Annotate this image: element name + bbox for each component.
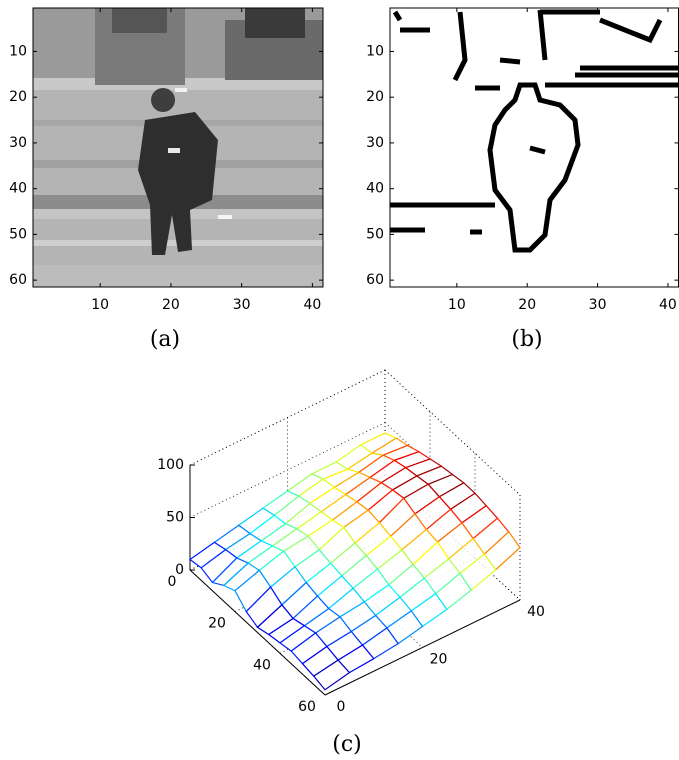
x-tick-label: 10: [91, 297, 109, 313]
y-tick-label: 50: [366, 226, 384, 242]
y-tick-label: 10: [9, 43, 27, 59]
x-tick-label: 20: [518, 297, 536, 313]
x-tick-label: 40: [303, 297, 321, 313]
y-tick-label: 20: [366, 89, 384, 105]
y-tick-label: 20: [208, 616, 226, 632]
x-tick-label: 20: [162, 297, 180, 313]
edge-image: [390, 10, 679, 250]
y-tick-label: 40: [253, 657, 271, 673]
x-tick-label: 40: [659, 297, 677, 313]
x-tick-label: 40: [527, 604, 545, 620]
figure: (a) (b) (c) 10 20 30 40 10 20 30 40 50 60 10 20 30 40…: [0, 0, 679, 760]
x-tick-label: 20: [430, 652, 448, 668]
caption: (a): [150, 327, 180, 352]
y-tick-label: 60: [298, 699, 316, 715]
z-tick-label: 100: [157, 457, 184, 473]
y-tick-label: 10: [366, 43, 384, 59]
y-tick-label: 30: [366, 135, 384, 151]
x-tick-label: 30: [589, 297, 607, 313]
grayscale-image: [33, 8, 323, 287]
y-tick-label: 40: [9, 181, 27, 197]
y-tick-label: 30: [9, 135, 27, 151]
y-tick-label: 60: [366, 272, 384, 288]
x-tick-label: 10: [448, 297, 466, 313]
caption: (c): [332, 732, 362, 757]
x-tick-label: 0: [337, 699, 346, 715]
y-tick-label: 0: [168, 574, 177, 590]
caption: (b): [511, 327, 542, 352]
y-tick-label: 60: [9, 272, 27, 288]
x-tick-label: 30: [233, 297, 251, 313]
y-tick-label: 20: [9, 89, 27, 105]
y-tick-label: 50: [9, 226, 27, 242]
z-tick-label: 50: [166, 510, 184, 526]
y-tick-label: 40: [366, 181, 384, 197]
